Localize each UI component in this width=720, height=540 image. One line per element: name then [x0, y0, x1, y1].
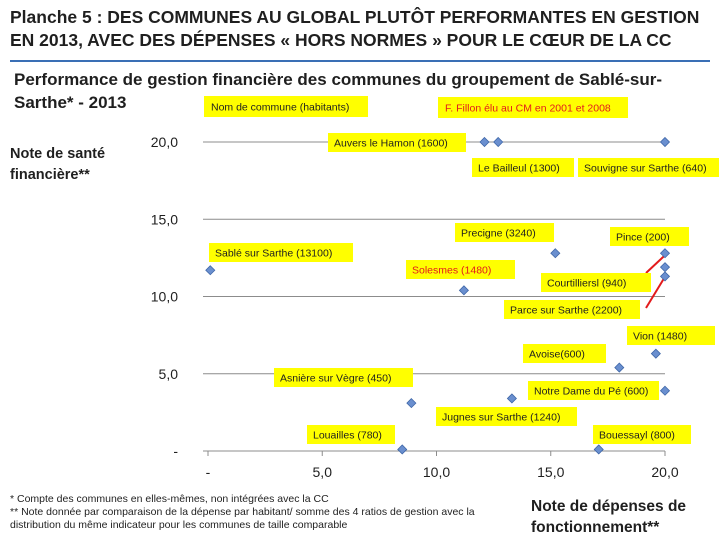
point-label: Sablé sur Sarthe (13100)	[209, 243, 353, 262]
point-label: Vion (1480)	[627, 326, 715, 345]
data-point	[550, 248, 561, 259]
label-background	[578, 158, 719, 177]
data-point	[659, 271, 671, 282]
x-tick-label: 15,0	[537, 464, 564, 480]
point-label-text: Vion (1480)	[633, 331, 687, 343]
label-background	[328, 133, 466, 152]
point-label: Louailles (780)	[307, 425, 395, 444]
point-label-text: Solesmes (1480)	[412, 265, 491, 277]
point-label: Avoise(600)	[523, 344, 606, 363]
footnote-2: ** Note donnée par comparaison de la dép…	[10, 506, 475, 531]
data-point	[650, 348, 661, 359]
label-background	[528, 381, 659, 400]
point-label-text: Precigne (3240)	[461, 228, 536, 240]
y-tick-label: 20,0	[151, 134, 178, 150]
point-label: Courtilliersl (940)	[541, 273, 651, 292]
data-point	[659, 136, 671, 148]
x-axis-label: Note de dépenses de fonctionnement**	[531, 498, 687, 536]
data-point	[506, 393, 517, 404]
y-axis-label: Note de santé financière**	[10, 146, 106, 183]
point-label-text: Notre Dame du Pé (600)	[534, 386, 648, 398]
legend-entry: Nom de commune (habitants)	[204, 96, 368, 117]
label-background	[406, 260, 515, 279]
point-label: Souvigne sur Sarthe (640)	[578, 158, 719, 177]
data-point	[493, 136, 504, 148]
data-point	[479, 136, 490, 148]
point-label: Solesmes (1480)	[406, 260, 515, 279]
data-point	[406, 398, 417, 409]
data-points	[205, 136, 671, 455]
point-label-text: Louailles (780)	[313, 430, 382, 442]
label-background	[307, 425, 395, 444]
connector-line	[645, 277, 665, 309]
label-background	[523, 344, 606, 363]
y-tick-label: 10,0	[151, 289, 178, 305]
data-point	[458, 285, 469, 296]
highlight-connectors	[645, 254, 666, 309]
data-point	[659, 385, 671, 396]
slide-title: Planche 5 : DES COMMUNES AU GLOBAL PLUTÔ…	[10, 7, 700, 50]
data-point	[659, 262, 671, 273]
point-label-text: Pince (200)	[616, 232, 670, 244]
point-label-text: Parce sur Sarthe (2200)	[510, 305, 622, 317]
legend-text: Nom de commune (habitants)	[211, 102, 349, 114]
label-background	[504, 300, 640, 319]
label-background	[610, 227, 689, 246]
data-point	[659, 248, 671, 259]
label-background	[593, 425, 691, 444]
point-label: Parce sur Sarthe (2200)	[504, 300, 640, 319]
axes: - 5,0 10,0 15,0 20,0 - 5,0 10,0 15,0 20,0	[151, 134, 679, 480]
legend-text: F. Fillon élu au CM en 2001 et 2008	[445, 103, 611, 115]
point-label: Precigne (3240)	[455, 223, 554, 242]
data-point	[397, 444, 408, 455]
label-background	[472, 158, 574, 177]
y-tick-label: -	[173, 443, 178, 459]
point-label: Auvers le Hamon (1600)	[328, 133, 466, 152]
chart-title: Performance de gestion financière des co…	[14, 70, 663, 112]
legend-background	[438, 97, 628, 118]
point-label-text: Asnière sur Vègre (450)	[280, 373, 391, 385]
y-tick-label: 15,0	[151, 211, 178, 227]
label-background	[541, 273, 651, 292]
point-label-text: Avoise(600)	[529, 349, 585, 361]
x-tick-label: 10,0	[423, 464, 450, 480]
point-labels: Auvers le Hamon (1600) Le Bailleul (1300)…	[209, 133, 719, 444]
point-label: Pince (200)	[610, 227, 689, 246]
label-background	[274, 368, 413, 387]
label-background	[436, 407, 577, 426]
label-background	[209, 243, 353, 262]
legend: Nom de commune (habitants) F. Fillon élu …	[204, 96, 628, 118]
label-background	[627, 326, 715, 345]
point-label-text: Auvers le Hamon (1600)	[334, 138, 448, 150]
point-label-text: Sablé sur Sarthe (13100)	[215, 248, 332, 260]
point-label: Bouessayl (800)	[593, 425, 691, 444]
legend-entry: F. Fillon élu au CM en 2001 et 2008	[438, 97, 628, 118]
point-label: Jugnes sur Sarthe (1240)	[436, 407, 577, 426]
point-label-text: Le Bailleul (1300)	[478, 163, 560, 175]
point-label: Notre Dame du Pé (600)	[528, 381, 659, 400]
footnotes: * Compte des communes en elles-mêmes, no…	[10, 493, 510, 532]
label-background	[455, 223, 554, 242]
point-label-text: Jugnes sur Sarthe (1240)	[442, 412, 560, 424]
point-label-text: Bouessayl (800)	[599, 430, 675, 442]
point-label-text: Souvigne sur Sarthe (640)	[584, 163, 707, 175]
footnote-1: * Compte des communes en elles-mêmes, no…	[10, 493, 329, 505]
title-divider	[10, 60, 710, 62]
point-label: Asnière sur Vègre (450)	[274, 368, 413, 387]
connector-line	[645, 254, 666, 274]
x-tick-label: -	[206, 464, 211, 480]
data-point	[593, 444, 604, 455]
data-point	[614, 362, 625, 373]
point-label: Le Bailleul (1300)	[472, 158, 574, 177]
y-tick-label: 5,0	[159, 366, 179, 382]
x-tick-label: 20,0	[651, 464, 678, 480]
data-point	[205, 265, 216, 276]
legend-background	[204, 96, 368, 117]
point-label-text: Courtilliersl (940)	[547, 278, 626, 290]
x-tick-label: 5,0	[313, 464, 333, 480]
